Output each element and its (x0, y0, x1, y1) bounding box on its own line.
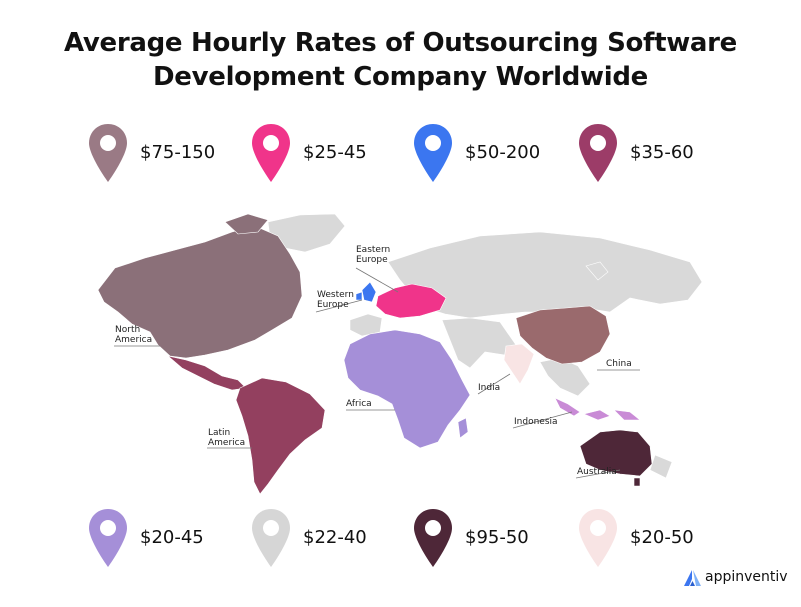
label-china: China (606, 359, 632, 369)
map-pin-icon (579, 509, 617, 567)
legend-rate: $20-50 (630, 527, 694, 548)
map-pin-icon (579, 124, 617, 182)
label-australia: Australia (577, 467, 617, 477)
brand-name: appinventiv (705, 569, 788, 585)
map-pin-icon (414, 509, 452, 567)
label-eastern-europe: Eastern Europe (356, 245, 391, 265)
label-africa: Africa (346, 399, 372, 409)
title-line-1: Average Hourly Rates of Outsourcing Soft… (63, 28, 738, 58)
legend-rate: $75-150 (140, 142, 216, 163)
region-china (515, 305, 611, 365)
map-pin-icon (252, 509, 290, 567)
map-pin-icon (414, 124, 452, 182)
map-pin-icon (252, 124, 290, 182)
label-leader-lines (114, 267, 640, 479)
legend-rate: $35-60 (630, 142, 694, 163)
region-rest-of-world (267, 213, 703, 479)
region-latin-america (167, 355, 326, 495)
region-indonesia (554, 397, 641, 421)
map-pin-icon (89, 509, 127, 567)
legend-rate: $95-50 (465, 527, 529, 548)
title-line-2: Development Company Worldwide (152, 62, 649, 92)
region-western-europe (355, 281, 377, 303)
legend-rate: $22-40 (303, 527, 367, 548)
legend-rate: $50-200 (465, 142, 541, 163)
appinventiv-logo-icon (684, 570, 701, 586)
map-pin-icon (89, 124, 127, 182)
label-north-america: North America (115, 325, 153, 345)
legend-rate: $20-45 (140, 527, 204, 548)
legend-rate: $25-45 (303, 142, 367, 163)
region-australia (579, 429, 653, 487)
page-title: Average Hourly Rates of Outsourcing Soft… (0, 26, 801, 94)
region-india (503, 343, 535, 385)
region-north-america (97, 213, 303, 359)
label-western-europe: Western Europe (317, 290, 354, 310)
label-indonesia: Indonesia (514, 417, 558, 427)
region-eastern-europe (375, 283, 447, 319)
region-africa (343, 329, 471, 449)
label-india: India (478, 383, 501, 393)
label-latin-america: Latin America (208, 428, 246, 448)
